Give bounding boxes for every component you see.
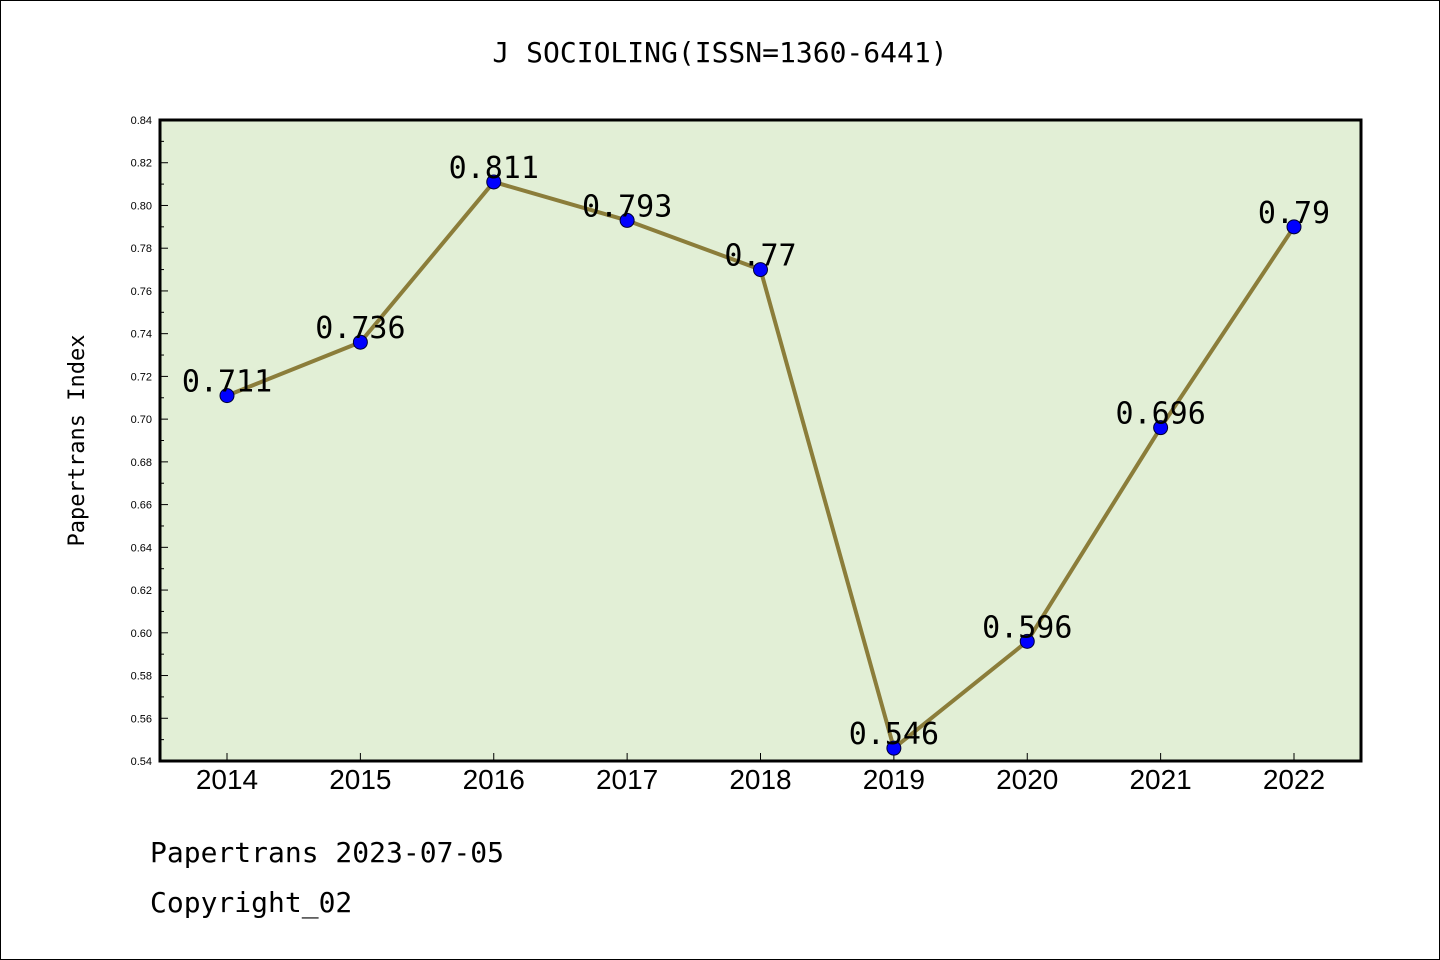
x-tick-label: 2016	[463, 764, 525, 795]
data-label: 0.711	[182, 365, 272, 400]
series-markers	[219, 174, 1302, 756]
data-label: 0.546	[849, 717, 939, 752]
data-label: 0.696	[1115, 397, 1205, 432]
x-tick-label: 2022	[1263, 764, 1325, 795]
data-point	[1019, 633, 1035, 649]
footer-copyright: Copyright_02	[150, 886, 353, 919]
data-label: 0.77	[724, 239, 796, 274]
data-label: 0.811	[449, 151, 539, 186]
footer-date: Papertrans 2023-07-05	[150, 836, 505, 869]
data-point	[886, 740, 902, 756]
data-label: 0.596	[982, 610, 1072, 645]
chart-title: J SOCIOLING(ISSN=1360-6441)	[492, 36, 948, 69]
data-point	[1153, 420, 1169, 436]
data-label: 0.79	[1258, 196, 1330, 231]
x-tick-label: 2014	[196, 764, 258, 795]
data-label: 0.736	[315, 311, 405, 346]
x-tick-label: 2019	[863, 764, 925, 795]
x-tick-label: 2020	[996, 764, 1058, 795]
data-point	[1286, 219, 1302, 235]
x-axis: 2014 2015 2016 2017 2018 2019 2020 2021 2022	[196, 753, 1325, 795]
y-tick-label: 0.64	[131, 542, 152, 554]
y-axis-label: Papertrans Index	[65, 335, 90, 547]
y-tick-label: 0.74	[131, 329, 152, 341]
y-tick-label: 0.62	[131, 585, 152, 597]
y-tick-label: 0.84	[131, 115, 152, 127]
y-tick-label: 0.70	[131, 414, 152, 426]
y-tick-label: 0.80	[131, 200, 152, 212]
data-point	[352, 334, 368, 350]
x-tick-label: 2021	[1129, 764, 1191, 795]
data-point	[753, 262, 768, 278]
y-tick-label: 0.72	[131, 371, 152, 383]
y-axis: 0.54 0.56 0.58 0.60 0.62 0.64 0.66 0.68 0.70 0.72…	[131, 115, 168, 768]
x-tick-label: 2018	[729, 764, 791, 795]
y-tick-label: 0.66	[131, 500, 152, 512]
plot-area	[158, 118, 1363, 763]
x-tick-label: 2015	[329, 764, 391, 795]
y-tick-label: 0.78	[131, 243, 152, 255]
y-tick-label: 0.54	[131, 756, 152, 768]
data-point	[219, 388, 235, 404]
data-label: 0.793	[582, 189, 672, 224]
y-tick-label: 0.56	[131, 713, 152, 725]
y-tick-label: 0.60	[131, 628, 152, 640]
y-tick-label: 0.58	[131, 671, 152, 683]
y-tick-label: 0.76	[131, 286, 152, 298]
data-labels: 0.711 0.736 0.811 0.793 0.77 0.546 0.596 0.696 0…	[182, 151, 1330, 752]
data-point	[486, 174, 502, 190]
data-point	[619, 212, 635, 228]
x-tick-label: 2017	[596, 764, 658, 795]
y-tick-label: 0.82	[131, 158, 152, 170]
y-tick-label: 0.68	[131, 457, 152, 469]
